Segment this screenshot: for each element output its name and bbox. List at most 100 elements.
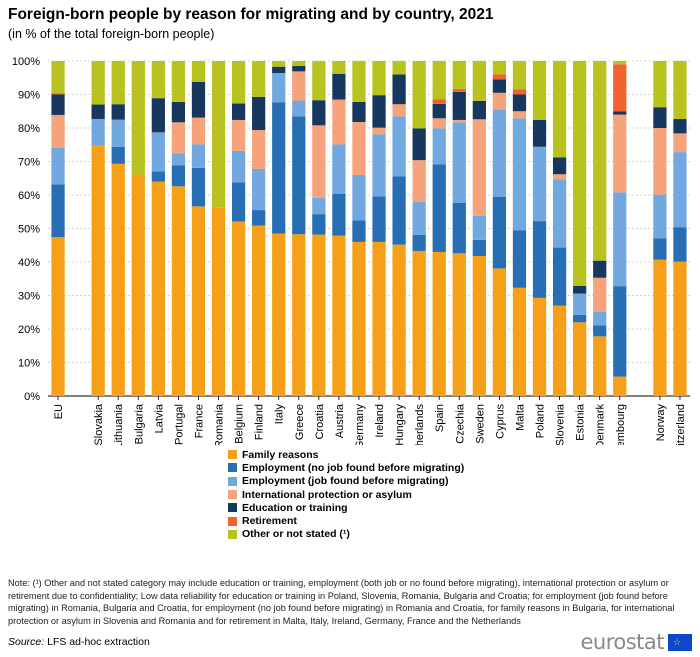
legend-item: Family reasons	[228, 448, 464, 461]
bar-segment	[452, 122, 466, 203]
y-tick-label: 90%	[18, 90, 40, 102]
bar-segment	[252, 130, 266, 169]
bar-segment	[91, 61, 105, 105]
bar-segment	[51, 114, 65, 148]
bar-segment	[492, 79, 507, 93]
legend-swatch	[228, 516, 237, 526]
bar-segment	[552, 174, 567, 180]
bar-segment	[352, 241, 366, 396]
legend-swatch	[228, 529, 237, 539]
bar-segment	[392, 176, 406, 245]
bar-segment	[51, 61, 65, 94]
bar-segment	[412, 61, 426, 129]
bar-segment	[91, 145, 105, 396]
bar-segment	[593, 325, 607, 337]
bar-segment	[532, 61, 547, 120]
bar-segment	[252, 210, 266, 226]
x-tick-label: Germany	[354, 404, 366, 445]
legend-label: Education or training	[242, 501, 348, 514]
bar-segment	[593, 336, 607, 396]
bar-segment	[492, 197, 507, 269]
bar-segment	[492, 268, 507, 396]
x-tick-label: Slovenia	[555, 403, 567, 445]
bar-segment	[673, 227, 687, 262]
bar-segment	[412, 234, 426, 251]
bar-segment	[372, 127, 386, 135]
bar-segment	[472, 100, 486, 120]
bar-segment	[412, 128, 426, 161]
bar-segment	[512, 94, 527, 112]
bar-segment	[412, 250, 426, 396]
source-line: Source: LFS ad-hoc extraction	[8, 636, 150, 648]
bar-segment	[292, 66, 306, 72]
bar-segment	[191, 167, 206, 207]
bar-segment	[231, 221, 246, 396]
legend-item: Employment (job found before migrating)	[228, 475, 464, 488]
bar-segment	[512, 118, 527, 231]
bar-segment	[573, 293, 587, 315]
legend-item: International protection or asylum	[228, 488, 464, 501]
bar-segment	[472, 239, 486, 256]
bar-segment	[613, 376, 627, 396]
bar-segment	[352, 61, 366, 102]
x-tick-label: Estonia	[575, 403, 587, 441]
y-tick-label: 20%	[18, 324, 40, 336]
eu-flag-icon: ☆	[668, 633, 692, 651]
bar-segment	[252, 168, 266, 211]
x-tick-label: Portugal	[173, 404, 185, 445]
y-tick-label: 100%	[12, 56, 40, 68]
x-tick-label: Spain	[434, 404, 446, 432]
bar-segment	[392, 61, 406, 75]
source-label: Source:	[8, 636, 45, 648]
bar-segment	[312, 197, 326, 215]
bar-segment	[673, 133, 687, 153]
bar-segment	[432, 128, 446, 165]
x-tick-label: Bulgaria	[133, 403, 145, 444]
bar-segment	[171, 61, 186, 102]
bar-segment	[593, 277, 607, 312]
bar-segment	[292, 100, 306, 117]
x-tick-label: Hungary	[394, 404, 406, 445]
bar-segment	[51, 237, 65, 396]
bar-segment	[512, 111, 527, 119]
bar-segment	[231, 103, 246, 120]
chart-subtitle: (in % of the total foreign-born people)	[8, 27, 215, 41]
bar-segment	[272, 61, 286, 67]
bar-segment	[512, 287, 527, 396]
bar-segment	[111, 119, 125, 147]
bar-segment	[252, 61, 266, 97]
x-tick-label: Netherlands	[414, 404, 426, 445]
bar-segment	[292, 71, 306, 101]
x-tick-label: Latvia	[153, 403, 165, 433]
bar-segment	[392, 74, 406, 105]
bar-segment	[653, 194, 667, 239]
bar-segment	[171, 101, 186, 123]
bar-segment	[191, 81, 206, 118]
legend-item: Retirement	[228, 514, 464, 527]
x-tick-label: France	[193, 404, 205, 438]
y-tick-label: 0%	[24, 391, 40, 403]
bar-segment	[512, 61, 527, 90]
x-tick-label: Greece	[294, 404, 306, 440]
bar-segment	[492, 74, 507, 80]
bar-segment	[372, 196, 386, 242]
bar-segment	[151, 171, 165, 182]
bar-segment	[332, 235, 346, 396]
chart-title: Foreign-born people by reason for migrat…	[8, 6, 494, 23]
bar-segment	[552, 247, 567, 306]
bar-segment	[272, 102, 286, 234]
bar-segment	[252, 96, 266, 131]
x-tick-label: Czechia	[454, 403, 466, 444]
bar-segment	[613, 111, 627, 115]
bar-segment	[492, 109, 507, 198]
bar-segment	[352, 121, 366, 175]
bar-segment	[252, 225, 266, 396]
bar-segment	[272, 66, 286, 74]
bar-segment	[231, 119, 246, 151]
bar-segment	[51, 93, 65, 95]
bar-segment	[472, 61, 486, 101]
bar-segment	[191, 144, 206, 168]
legend-item: Employment (no job found before migratin…	[228, 461, 464, 474]
bar-segment	[231, 61, 246, 104]
x-tick-label: Luxembourg	[615, 404, 627, 445]
